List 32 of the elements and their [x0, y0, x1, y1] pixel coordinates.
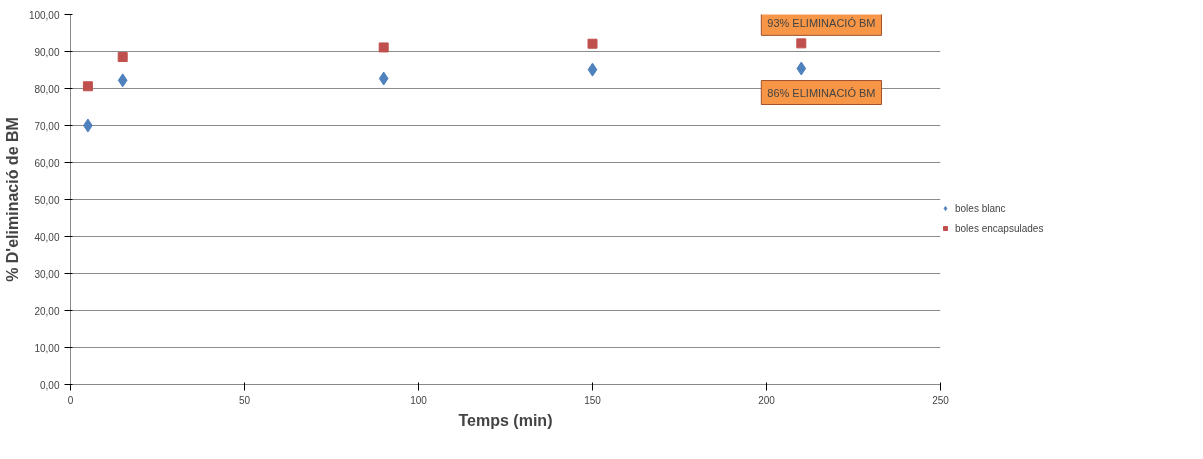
x-axis-title: Temps (min): [458, 411, 553, 429]
y-tick-label: 60,00: [34, 157, 60, 169]
y-tick-label: 50,00: [34, 194, 60, 206]
point: [378, 42, 389, 53]
x-tick-label: 150: [584, 394, 602, 406]
x-tick-label: 50: [238, 394, 251, 406]
y-tick-label: 10,00: [34, 342, 60, 354]
y-tick-label: 30,00: [34, 268, 60, 280]
point: [117, 52, 128, 63]
y-tick-label: 90,00: [34, 46, 60, 58]
annotation: 86% ELIMINACIÓ BM: [767, 86, 876, 99]
y-tick-label: 20,00: [34, 305, 60, 317]
y-tick-label: 0,00: [40, 379, 60, 391]
x-tick-label: 100: [410, 394, 428, 406]
legend-label: boles encapsulades: [955, 222, 1044, 234]
x-tick-label: 0: [67, 394, 74, 406]
y-tick-label: 100,00: [28, 9, 60, 21]
annotation: 93% ELIMINACIÓ BM: [767, 17, 876, 30]
point: [587, 62, 598, 77]
point: [117, 73, 128, 88]
y-axis-title: % D'eliminació de BM: [3, 117, 21, 282]
point: [587, 38, 598, 49]
point: [796, 38, 807, 49]
point: [796, 61, 807, 76]
x-tick-label: 250: [932, 394, 950, 406]
point: [82, 81, 93, 92]
x-tick-label: 200: [758, 394, 776, 406]
point: [378, 71, 389, 86]
y-tick-label: 80,00: [34, 83, 60, 95]
legend-label: boles blanc: [955, 202, 1006, 214]
y-tick-label: 40,00: [34, 231, 60, 243]
y-tick-label: 70,00: [34, 120, 60, 132]
